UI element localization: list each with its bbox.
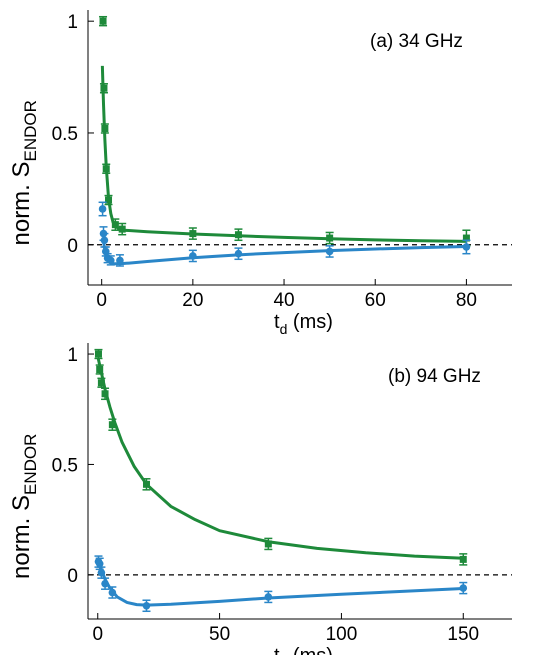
x-tick-label: 20 — [182, 290, 203, 311]
x-tick-label: 60 — [365, 290, 386, 311]
y-axis-label-main: norm. S — [8, 161, 35, 245]
data-point-circle — [98, 205, 107, 213]
panel-a: 0 20 40 60 80 0 0.5 1 norm. SENDOR td (ms) (a) 34 … — [8, 10, 512, 337]
data-point-circle — [101, 579, 109, 588]
series-blue-circles — [98, 201, 471, 267]
y-tick-label: 0 — [67, 236, 78, 257]
data-point-square — [118, 225, 126, 233]
data-point-circle — [116, 256, 124, 265]
x-tick-label: 80 — [456, 290, 477, 311]
series-green-squares — [94, 348, 468, 566]
data-point-square — [142, 480, 150, 488]
data-point-square — [326, 234, 334, 242]
x-axis-label-unit: (ms) — [287, 311, 333, 333]
data-point-circle — [264, 593, 273, 601]
x-tick-label: 50 — [209, 624, 230, 645]
x-tick-label: 150 — [447, 624, 479, 645]
data-point-square — [189, 230, 197, 238]
data-point-square — [105, 196, 113, 204]
data-point-circle — [97, 568, 106, 577]
fit-curve — [96, 358, 464, 560]
panel-b: 0 50 100 150 0 0.5 1 norm. SENDOR td (ms) (b) 94 … — [8, 343, 512, 655]
y-tick-label: 1 — [67, 12, 78, 33]
data-point-square — [234, 231, 242, 239]
data-point-square — [462, 234, 470, 242]
y-tick-label: 0 — [67, 566, 78, 587]
data-point-circle — [325, 247, 334, 256]
x-axis-label: td (ms) — [274, 645, 333, 655]
x-tick-label: 100 — [326, 624, 358, 645]
panel-annotation: (a) 34 GHz — [370, 31, 463, 52]
data-point-circle — [459, 584, 468, 592]
data-point-circle — [462, 243, 471, 251]
data-point-square — [96, 365, 104, 373]
data-point-square — [102, 165, 110, 173]
x-axis-label-subscript: d — [280, 321, 288, 337]
data-point-square — [101, 390, 109, 398]
y-tick-label: 0.5 — [52, 455, 78, 476]
data-point-circle — [100, 236, 109, 245]
y-axis-label: norm. SENDOR — [8, 100, 40, 245]
data-point-square — [459, 555, 467, 563]
series-green-squares — [99, 15, 471, 247]
y-axis-label-subscript: ENDOR — [21, 100, 40, 161]
data-point-square — [100, 84, 108, 92]
data-point-square — [111, 221, 119, 229]
x-tick-label: 0 — [92, 624, 103, 645]
data-point-square — [97, 379, 105, 387]
x-axis-label-main: t — [274, 311, 280, 333]
fit-curve — [100, 65, 467, 243]
y-axis-label-subscript: ENDOR — [21, 434, 40, 495]
panel-annotation: (b) 94 GHz — [388, 366, 481, 387]
data-point-circle — [106, 256, 115, 265]
x-axis-label: td (ms) — [274, 311, 333, 337]
y-axis-label-main: norm. S — [8, 495, 35, 579]
series-blue-circles — [94, 555, 468, 613]
data-point-square — [101, 124, 109, 132]
data-point-circle — [108, 588, 117, 597]
data-point-circle — [142, 601, 151, 610]
x-tick-label: 40 — [273, 290, 294, 311]
data-point-square — [99, 17, 107, 25]
y-tick-label: 1 — [67, 345, 78, 366]
fit-curve — [97, 561, 464, 607]
data-point-square — [264, 540, 272, 548]
data-point-square — [94, 350, 102, 358]
data-point-circle — [95, 560, 104, 568]
y-axis-label: norm. SENDOR — [8, 434, 40, 579]
data-point-circle — [234, 249, 243, 258]
x-tick-label: 0 — [96, 290, 107, 311]
x-axis-label-unit: (ms) — [287, 645, 333, 655]
data-point-circle — [189, 252, 197, 260]
y-tick-label: 0.5 — [52, 124, 78, 145]
x-axis-label-main: t — [274, 645, 280, 655]
data-point-square — [108, 421, 116, 429]
